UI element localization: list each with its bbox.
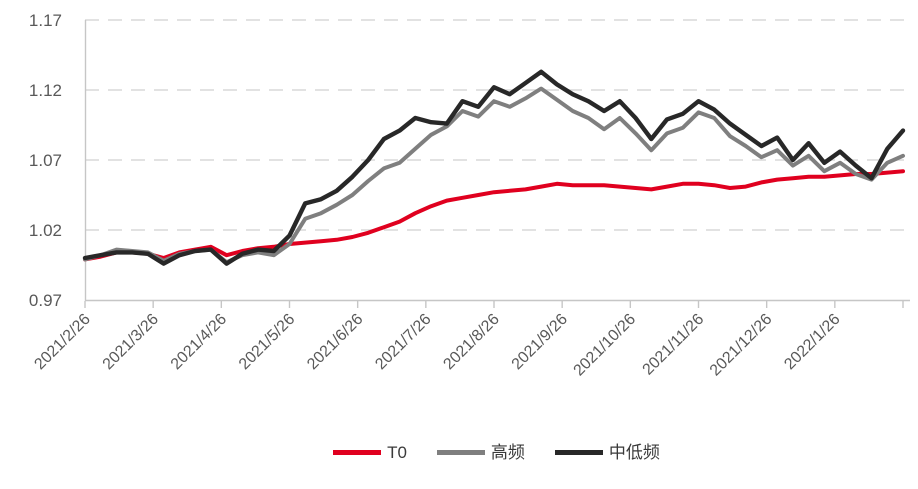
legend-item-t0: T0	[333, 444, 407, 461]
x-axis-label: 2021/7/26	[372, 311, 434, 373]
legend-item-zhongdipin: 中低频	[554, 443, 660, 462]
x-axis-label: 2021/9/26	[509, 311, 571, 373]
x-axis-label: 2021/8/26	[440, 311, 502, 373]
legend-swatch-gaopin	[436, 450, 485, 455]
x-axis-label: 2021/2/26	[31, 311, 93, 373]
y-axis-label: 1.07	[29, 151, 62, 170]
legend-label-zhongdipin: 中低频	[608, 443, 660, 462]
legend-item-gaopin: 高频	[436, 443, 525, 462]
legend-label-gaopin: 高频	[490, 443, 525, 462]
series-line-高频	[83, 86, 905, 265]
series-line-T0	[83, 169, 905, 262]
x-axis-label: 2021/5/26	[236, 311, 298, 373]
x-axis-label: 2021/4/26	[168, 311, 230, 373]
y-axis-label: 1.02	[29, 221, 62, 240]
legend-swatch-zhongdipin	[554, 450, 603, 455]
x-axis-label: 2022/1/26	[781, 311, 843, 373]
x-axis-label: 2021/12/26	[707, 311, 776, 380]
legend: T0 高频 中低频	[85, 444, 908, 461]
x-axis-label: 2021/6/26	[304, 311, 366, 373]
x-axis-label: 2021/3/26	[100, 311, 162, 373]
y-axis-label: 1.17	[29, 11, 62, 30]
y-axis-label: 0.97	[29, 291, 62, 310]
x-axis-label: 2021/10/26	[571, 311, 640, 380]
series-line-中低频	[82, 69, 906, 266]
y-axis-label: 1.12	[29, 81, 62, 100]
legend-swatch-t0	[333, 450, 382, 455]
x-axis-label: 2021/11/26	[640, 311, 708, 379]
legend-label-t0: T0	[387, 443, 407, 462]
